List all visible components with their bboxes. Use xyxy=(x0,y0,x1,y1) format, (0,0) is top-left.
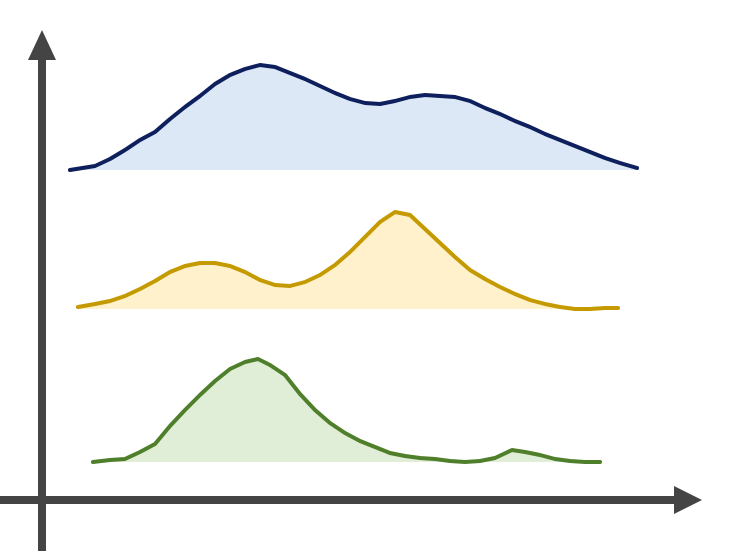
series-bottom-line xyxy=(91,357,602,464)
series-layer xyxy=(68,63,639,464)
axes-layer xyxy=(0,30,702,551)
series-middle xyxy=(76,210,620,311)
series-top-area xyxy=(70,65,637,170)
x-axis-arrow xyxy=(674,486,702,514)
y-axis-arrow xyxy=(28,30,56,60)
series-middle-area xyxy=(78,212,618,309)
series-bottom-area xyxy=(93,359,600,462)
series-middle-line xyxy=(76,210,620,311)
series-bottom xyxy=(91,357,602,464)
series-top-line xyxy=(68,63,639,172)
series-top xyxy=(68,63,639,172)
